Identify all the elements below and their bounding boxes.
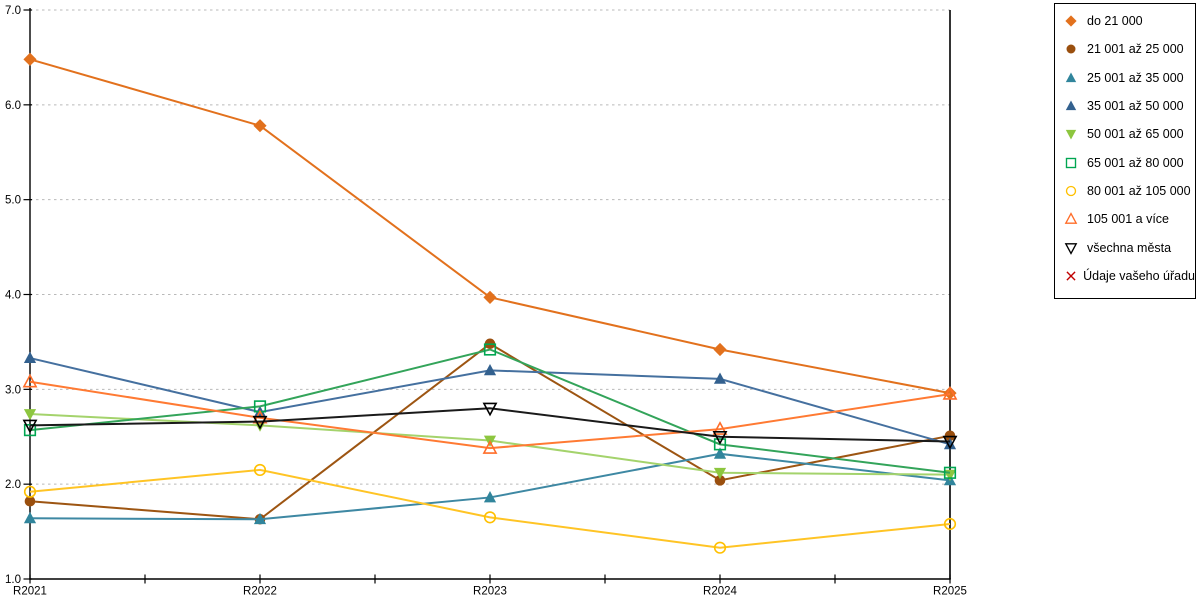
data-point-marker <box>22 373 38 388</box>
x-axis-label: R2025 <box>933 586 967 598</box>
data-point-marker <box>483 363 497 376</box>
legend-item: 80 001 až 105 000 <box>1062 177 1195 205</box>
data-point-marker <box>22 419 38 434</box>
data-point-marker <box>713 342 727 357</box>
y-axis-label: 3.0 <box>5 384 21 396</box>
legend-marker-circle-icon <box>1066 44 1076 54</box>
legend-marker-diamond-icon <box>1065 15 1077 27</box>
y-axis-label: 6.0 <box>5 100 21 112</box>
data-point-marker <box>943 437 957 450</box>
legend-label: 21 001 až 25 000 <box>1087 42 1184 57</box>
data-point-marker <box>942 435 958 450</box>
data-point-marker <box>942 385 958 400</box>
series-line <box>29 452 951 521</box>
data-point-marker <box>23 511 37 524</box>
series-line <box>29 468 951 549</box>
data-point-marker <box>713 372 727 384</box>
legend-label: do 21 000 <box>1087 14 1143 29</box>
legend-label: 35 001 až 50 000 <box>1087 99 1184 114</box>
data-point-marker <box>943 386 957 400</box>
series-line <box>29 407 951 443</box>
legend-item: do 21 000 <box>1062 7 1195 35</box>
axes: 1.0 2.0 3.0 4.0 5.0 6.0 7.0 R2021 R2022 R2023 R202… <box>5 5 967 598</box>
y-axis-label: 5.0 <box>5 195 21 207</box>
data-point-marker <box>712 421 728 435</box>
x-axis-label: R2022 <box>243 586 277 598</box>
data-point-marker <box>483 491 497 503</box>
data-point-marker <box>483 511 497 524</box>
legend-item: 21 001 až 25 000 <box>1062 35 1195 63</box>
legend-item: Údaje vašeho úřadu <box>1062 262 1195 290</box>
series-line <box>29 380 951 450</box>
legend-marker-triangle-up-icon <box>1065 72 1077 82</box>
data-point-marker <box>253 119 267 133</box>
y-axis-label: 1.0 <box>5 574 21 586</box>
series-do-21-000 <box>23 52 957 400</box>
y-axis-label: 4.0 <box>5 290 21 302</box>
data-point-marker <box>23 485 37 498</box>
legend-item: 50 001 až 65 000 <box>1062 120 1195 148</box>
line-chart: 1.0 2.0 3.0 4.0 5.0 6.0 7.0 R2021 R2022 R2023 R202… <box>5 5 967 598</box>
legend-marker-triangle-down-icon <box>1065 130 1077 140</box>
data-point-marker <box>714 475 726 486</box>
legend-item: 25 001 až 35 000 <box>1062 64 1195 92</box>
data-point-marker <box>23 409 37 421</box>
chart-legend: do 21 000 21 001 až 25 000 25 001 až 35 00… <box>1054 3 1196 299</box>
data-point-marker <box>943 466 957 479</box>
data-point-marker <box>253 463 267 477</box>
y-axis-label: 7.0 <box>5 5 21 17</box>
series-80-001-a-105-000 <box>23 463 957 554</box>
data-point-marker <box>713 447 727 459</box>
x-axis-label: R2024 <box>703 586 737 598</box>
data-point-marker <box>252 415 268 430</box>
data-point-marker <box>713 467 727 480</box>
legend-item: všechna města <box>1062 233 1195 261</box>
legend-item: 65 001 až 80 000 <box>1062 148 1195 176</box>
x-axis-label: R2023 <box>473 586 507 598</box>
data-point-marker <box>943 517 957 531</box>
data-point-marker <box>713 438 727 451</box>
legend-label: 80 001 až 105 000 <box>1087 183 1191 198</box>
data-point-marker <box>23 351 37 363</box>
series-50-001-a-65-000 <box>23 409 957 482</box>
series-line <box>29 348 951 474</box>
data-point-marker <box>713 541 727 554</box>
data-point-marker <box>253 512 267 525</box>
legend-label: 105 001 a více <box>1087 212 1170 227</box>
data-point-marker <box>482 440 498 454</box>
data-point-marker <box>483 290 497 304</box>
series-65-001-a-80-000 <box>23 343 957 479</box>
legend-marker-triangle-up-icon <box>1064 212 1078 225</box>
y-axis-label: 2.0 <box>5 479 21 491</box>
legend-label: všechna města <box>1087 240 1172 255</box>
legend-marker-x-icon <box>1066 271 1076 281</box>
series-105-001-a-v-ce <box>22 373 958 454</box>
legend-item: 35 001 až 50 000 <box>1062 92 1195 120</box>
legend-item: 105 001 a více <box>1062 205 1195 233</box>
legend-marker-square-icon <box>1065 157 1077 168</box>
series-35-001-a-50-000 <box>23 351 957 450</box>
x-axis-label: R2021 <box>13 586 47 598</box>
data-point-marker <box>24 495 36 507</box>
legend-marker-circle-icon <box>1065 185 1077 197</box>
data-point-marker <box>483 343 497 356</box>
series-v-echna-m-sta <box>22 402 958 450</box>
data-point-marker <box>482 402 498 417</box>
data-point-marker <box>23 52 37 66</box>
legend-marker-triangle-down-icon <box>1064 242 1078 255</box>
legend-label: Údaje vašeho úřadu <box>1083 268 1195 283</box>
legend-label: 50 001 až 65 000 <box>1087 127 1184 142</box>
legend-label: 25 001 až 35 000 <box>1087 70 1184 85</box>
legend-label: 65 001 až 80 000 <box>1087 155 1184 170</box>
data-point-marker <box>712 431 728 445</box>
legend-marker-triangle-up-icon <box>1065 100 1077 111</box>
